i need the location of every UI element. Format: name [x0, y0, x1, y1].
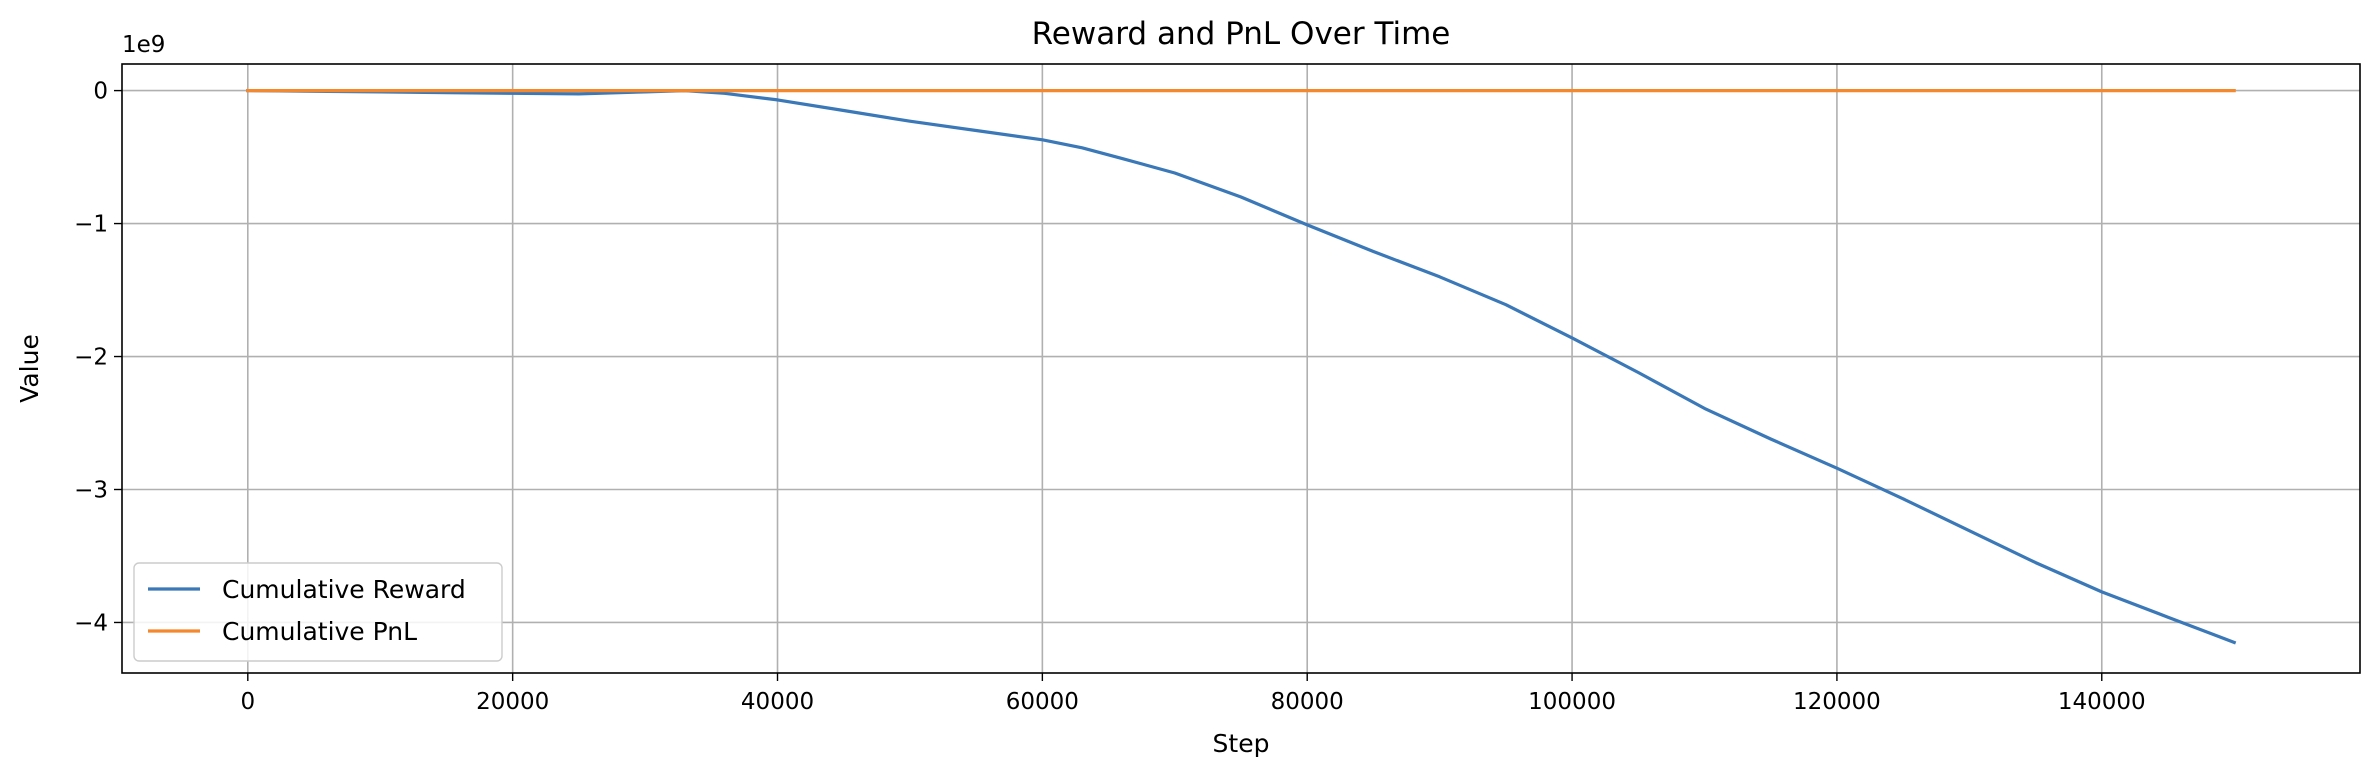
x-tick-label: 140000	[2058, 689, 2146, 715]
y-tick-label: −1	[74, 212, 108, 238]
plot-frame	[121, 63, 2361, 674]
legend-box	[133, 562, 503, 662]
x-tick-label: 80000	[1271, 689, 1344, 715]
x-axis-label: Step	[1213, 729, 1270, 758]
legend: Cumulative Reward Cumulative PnL	[133, 562, 503, 662]
y-tick-label: −3	[74, 478, 108, 504]
y-axis-label: Value	[15, 334, 44, 403]
y-axis-ticks: 0 −1 −2 −3 −4	[74, 79, 122, 636]
legend-cumulative-pnl-label: Cumulative PnL	[222, 617, 417, 646]
y-tick-label: −2	[74, 345, 108, 371]
y-scale-label: 1e9	[122, 32, 165, 58]
x-tick-label: 100000	[1528, 689, 1616, 715]
y-tick-label: 0	[93, 79, 108, 105]
legend-cumulative-reward-label: Cumulative Reward	[222, 575, 466, 604]
x-tick-label: 40000	[741, 689, 814, 715]
series-lines	[246, 88, 2237, 645]
series-line-cumulative-reward	[246, 88, 2237, 645]
x-tick-label: 20000	[476, 689, 549, 715]
x-tick-label: 0	[240, 689, 255, 715]
chart-title: Reward and PnL Over Time	[1032, 16, 1451, 52]
x-axis-ticks: 0 20000 40000 60000 80000 100000 120000 140000	[240, 673, 2146, 715]
x-tick-label: 60000	[1006, 689, 1079, 715]
x-tick-label: 120000	[1793, 689, 1881, 715]
y-tick-label: −4	[74, 610, 108, 636]
